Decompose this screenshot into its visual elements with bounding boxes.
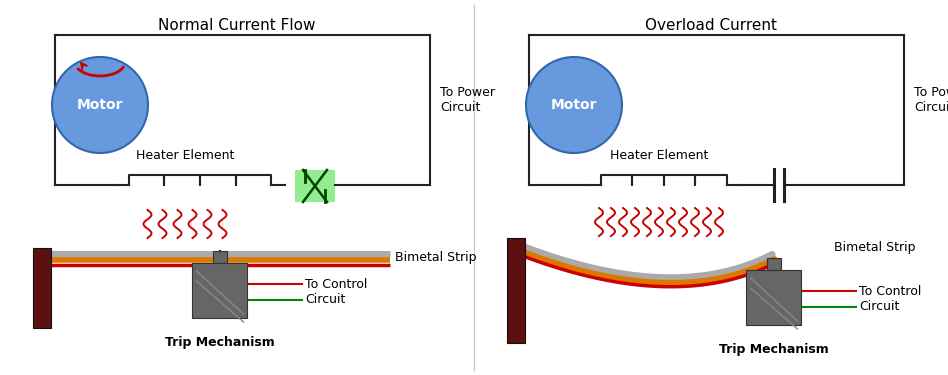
Bar	[746, 270, 801, 325]
Text: Bimetal Strip: Bimetal Strip	[395, 252, 477, 264]
Circle shape	[526, 57, 622, 153]
Bar	[192, 263, 247, 318]
Text: Trip Mechanism: Trip Mechanism	[720, 343, 829, 356]
Bar	[213, 251, 227, 263]
Text: Motor: Motor	[551, 98, 597, 112]
Text: Heater Element: Heater Element	[136, 149, 234, 162]
Text: Overload Current: Overload Current	[645, 18, 777, 33]
Text: Motor: Motor	[77, 98, 123, 112]
Bar	[507, 238, 525, 343]
Text: Normal Current Flow: Normal Current Flow	[158, 18, 316, 33]
Circle shape	[52, 57, 148, 153]
Text: Heater Element: Heater Element	[610, 149, 708, 162]
Bar	[33, 248, 51, 328]
Text: To Control
Circuit: To Control Circuit	[305, 278, 368, 306]
Text: Trip Mechanism: Trip Mechanism	[165, 336, 275, 349]
Bar	[767, 258, 781, 270]
Text: To Power
Circuit: To Power Circuit	[914, 86, 948, 114]
Text: To Control
Circuit: To Control Circuit	[860, 285, 921, 313]
Text: To Power
Circuit: To Power Circuit	[440, 86, 495, 114]
Bar	[295, 170, 335, 202]
Text: Bimetal Strip: Bimetal Strip	[834, 242, 916, 255]
